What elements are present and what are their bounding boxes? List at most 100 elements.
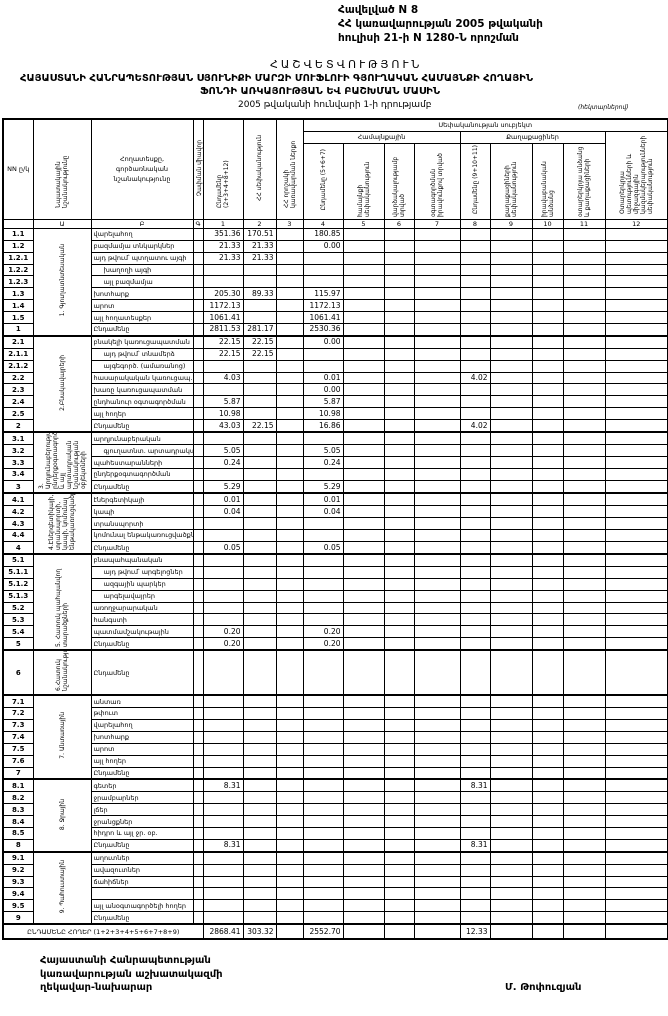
value-cell-col3 — [275, 468, 304, 481]
value-cell-col12 — [604, 589, 668, 603]
value-cell-col1: 4.03 — [202, 371, 244, 385]
value-cell-col6 — [383, 468, 415, 481]
value-cell-col8 — [459, 529, 491, 542]
value-cell-col2 — [242, 730, 277, 744]
value-cell-col11 — [562, 239, 606, 253]
value-cell-col11 — [562, 851, 606, 865]
row-code: 2.4 — [2, 395, 34, 409]
value-cell-col3 — [275, 826, 304, 840]
value-cell-col9 — [489, 456, 533, 469]
value-cell-col11 — [562, 311, 606, 325]
annex-line: ՀՀ կառավարության 2005 թվականի — [338, 18, 543, 30]
value-cell-col5 — [342, 803, 385, 817]
row-label: էներգետիկայի — [90, 492, 194, 507]
value-cell-col6 — [383, 359, 415, 373]
row-label: Ընդամենը — [90, 480, 194, 494]
value-cell-col4: 5.29 — [302, 480, 344, 494]
value-cell-col8 — [459, 227, 491, 241]
value-cell-col1 — [202, 694, 244, 709]
value-cell-col6 — [383, 227, 415, 241]
measure-cell — [192, 791, 204, 805]
value-cell-col12 — [604, 359, 668, 373]
header-c3-text: ՀՀ որոշակի կառավարման ներքո — [282, 140, 297, 208]
row-label: վարելահող — [90, 718, 194, 732]
row-code: 8.3 — [2, 803, 34, 817]
value-cell-col12 — [604, 347, 668, 361]
value-cell-col12 — [604, 395, 668, 409]
value-cell-col7 — [413, 492, 461, 507]
measure-cell — [192, 754, 204, 768]
value-cell-col2: 21.33 — [242, 239, 277, 253]
value-cell-col6 — [383, 766, 415, 781]
header-nn: NN ը/կ — [2, 118, 34, 220]
value-cell-col7 — [413, 251, 461, 265]
grand-total-col6 — [383, 923, 415, 940]
row-label: արդյունաբերական — [90, 431, 194, 446]
value-cell-col1 — [202, 730, 244, 744]
value-cell-col11 — [562, 227, 606, 241]
value-cell-col1: 43.03 — [202, 419, 244, 434]
value-cell-col2 — [242, 838, 277, 853]
value-cell-col4: 180.85 — [302, 227, 344, 241]
row-code: 1.2.2 — [2, 263, 34, 277]
value-cell-col8 — [459, 492, 491, 507]
value-cell-col1: 5.29 — [202, 480, 244, 494]
value-cell-col6 — [383, 778, 415, 793]
value-cell-col12 — [604, 601, 668, 615]
value-cell-col5 — [342, 263, 385, 277]
column-index-cell: Բ — [90, 218, 194, 229]
value-cell-col1: 0.05 — [202, 541, 244, 555]
measure-cell — [192, 838, 204, 853]
header-c12: Օտարերկրյա պետությունների և միջազգային կ… — [604, 130, 668, 220]
table-row: 5.4 պատմամշակութային 0.20 0.20 — [2, 625, 668, 639]
value-cell-col1: 5.87 — [202, 395, 244, 409]
value-cell-col11 — [562, 251, 606, 265]
value-cell-col1: 0.20 — [202, 637, 244, 652]
row-code: 9 — [2, 911, 34, 926]
value-cell-col8 — [459, 311, 491, 325]
row-label: Ընդամենը — [90, 322, 194, 337]
value-cell-col1 — [202, 517, 244, 530]
value-cell-col7 — [413, 407, 461, 421]
value-cell-col9 — [489, 371, 533, 385]
value-cell-col8 — [459, 766, 491, 781]
table-row: 8.3 լճեր — [2, 803, 668, 817]
value-cell-col12 — [604, 911, 668, 926]
row-code: 5.1 — [2, 553, 34, 567]
value-cell-col5 — [342, 529, 385, 542]
value-cell-col1 — [202, 707, 244, 720]
row-label: խաղողի այգի — [90, 263, 194, 277]
value-cell-col10 — [531, 239, 564, 253]
value-cell-col3 — [275, 480, 304, 494]
table-row: 9.5 այլ անօգտագործելի հողեր — [2, 899, 668, 913]
value-cell-col5 — [342, 347, 385, 361]
value-cell-col4: 0.20 — [302, 637, 344, 652]
value-cell-col8 — [459, 742, 491, 756]
value-cell-col9 — [489, 718, 533, 732]
measure-cell — [192, 707, 204, 720]
value-cell-col4: 1172.13 — [302, 299, 344, 313]
value-cell-col4 — [302, 742, 344, 756]
document-subtitle-2: ՖՈՆԴԻ ԱՌԿԱՅՈՒԹՅԱՆ ԵՎ ԲԱՇԽՄԱՆ ՄԱՍԻՆ — [200, 86, 440, 97]
value-cell-col11 — [562, 911, 606, 926]
measure-cell — [192, 649, 204, 697]
value-cell-col7 — [413, 299, 461, 313]
measure-cell — [192, 517, 204, 530]
value-cell-col11 — [562, 730, 606, 744]
value-cell-col3 — [275, 275, 304, 289]
value-cell-col4 — [302, 601, 344, 615]
value-cell-col6 — [383, 505, 415, 519]
value-cell-col12 — [604, 468, 668, 481]
annex-reference: Հավելված N 8 ՀՀ կառավարության 2005 թվակա… — [338, 3, 543, 45]
value-cell-col4 — [302, 803, 344, 817]
value-cell-col12 — [604, 444, 668, 458]
value-cell-col7 — [413, 887, 461, 901]
value-cell-col10 — [531, 887, 564, 901]
value-cell-col9 — [489, 468, 533, 481]
value-cell-col11 — [562, 863, 606, 877]
value-cell-col7 — [413, 444, 461, 458]
value-cell-col2 — [242, 371, 277, 385]
value-cell-col7 — [413, 694, 461, 709]
value-cell-col11 — [562, 371, 606, 385]
header-c7: օգտագործման իրավունքով տրված — [413, 142, 461, 220]
